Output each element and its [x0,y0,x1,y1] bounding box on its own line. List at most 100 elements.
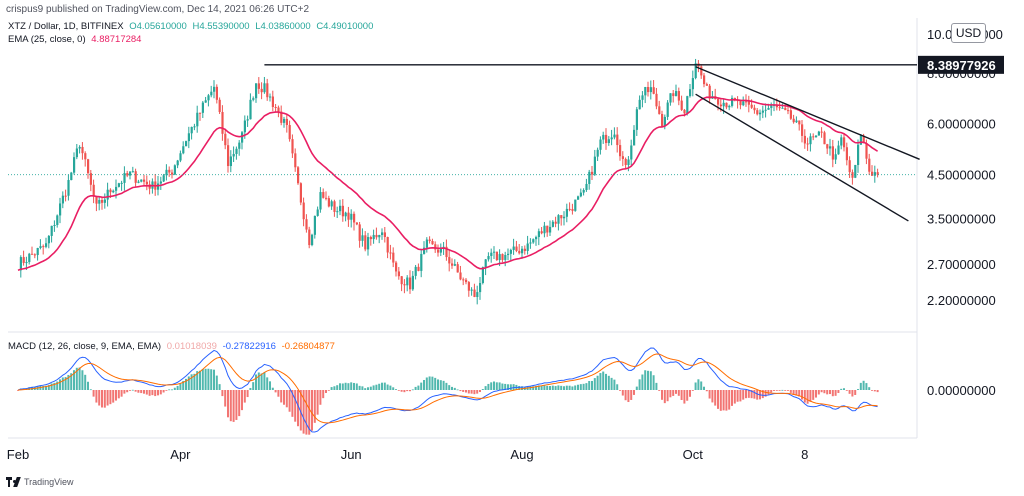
macd-histogram-bar [848,390,851,394]
macd-histogram-bar [201,369,204,390]
macd-histogram-bar [319,390,322,405]
candle [187,133,190,142]
macd-histogram-bar [484,386,487,390]
time-tick-label: Aug [510,447,533,462]
macd-histogram-bar [425,377,428,390]
candle [501,254,504,260]
macd-histogram-bar [221,390,224,397]
candle [803,135,806,144]
candle [213,86,216,92]
candle [145,181,148,185]
candle [515,246,518,251]
macd-histogram-bar [381,382,383,390]
candle [831,146,834,160]
candle [641,95,644,100]
macd-histogram-bar [792,390,795,396]
macd-histogram-bar [733,390,736,404]
candle [428,239,431,242]
candle [325,197,328,199]
candle [540,231,543,234]
macd-histogram-bar [255,374,257,390]
macd-histogram-bar [434,377,437,390]
candle [140,179,143,182]
macd-histogram-bar [215,375,218,390]
candle [190,126,193,134]
candle [347,212,350,220]
candle [459,272,462,280]
macd-histogram-bar [596,375,599,390]
candle [798,120,801,125]
macd-histogram-bar [554,386,557,390]
macd-histogram-bar [165,390,168,391]
candle [613,134,616,138]
symbol-name[interactable]: XTZ / Dollar, 1D, BITFINEX [8,21,124,32]
candle [445,246,448,258]
candle [549,226,552,233]
candle [305,219,308,230]
candle [568,208,571,210]
last-price-badge-label: 8.38977926 [927,58,996,73]
candle [280,111,283,123]
macd-histogram-bar [577,384,579,390]
macd-histogram-bar [591,380,593,390]
time-tick-label: Oct [683,447,704,462]
candle [263,83,266,93]
candle [865,143,868,159]
candle [406,277,409,286]
macd-histogram-bar [176,385,179,390]
macd-histogram-bar [182,381,185,390]
macd-histogram-bar [47,385,50,390]
macd-histogram-bar [56,381,59,390]
macd-histogram-bar [644,370,647,390]
candle [42,246,45,248]
candle [669,93,672,103]
macd-histogram-bar [145,390,148,395]
candle [249,99,252,120]
macd-histogram-bar [123,390,126,394]
candle [529,242,532,244]
candle [610,137,613,140]
candle [467,282,470,291]
candle [238,142,241,149]
candle [663,116,666,127]
macd-histogram-bar [568,385,571,390]
macd-histogram-bar [770,390,773,393]
macd-histogram-bar [285,390,288,408]
macd-histogram-bar [705,390,708,392]
macd-histogram-bar [411,389,414,391]
macd-histogram-bar [367,387,369,390]
macd-histogram-bar [535,386,537,390]
candle [185,141,188,147]
ema-label[interactable]: EMA (25, close, 0) [8,34,86,45]
macd-histogram-bar [330,387,333,390]
ohlc-open: O4.05610000 [129,21,187,32]
macd-histogram-bar [826,390,829,395]
price-tick-label: 4.50000000 [927,167,996,182]
candle [756,110,759,115]
macd-histogram-bar [714,390,717,406]
candle [700,66,703,76]
macd-histogram-bar [627,390,630,403]
candle [129,171,132,176]
currency-button[interactable]: USD [951,23,986,43]
candle [476,292,479,298]
candle [465,279,468,283]
macd-histogram-bar [89,389,92,391]
macd-histogram-bar [224,390,227,407]
candle [157,183,160,190]
macd-histogram-bar [613,379,616,390]
candle [75,148,78,158]
macd-histogram-bar [823,390,826,394]
macd-label[interactable]: MACD (12, 26, close, 9, EMA, EMA) [8,341,162,352]
candle [619,145,622,157]
candle [288,125,291,140]
candle [725,102,728,108]
candle [33,254,36,256]
macd-histogram-bar [652,375,655,390]
macd-histogram-bar [602,371,605,390]
macd-histogram-bar [350,382,353,390]
candle [25,262,28,264]
candle [392,252,395,263]
candle [389,252,392,254]
